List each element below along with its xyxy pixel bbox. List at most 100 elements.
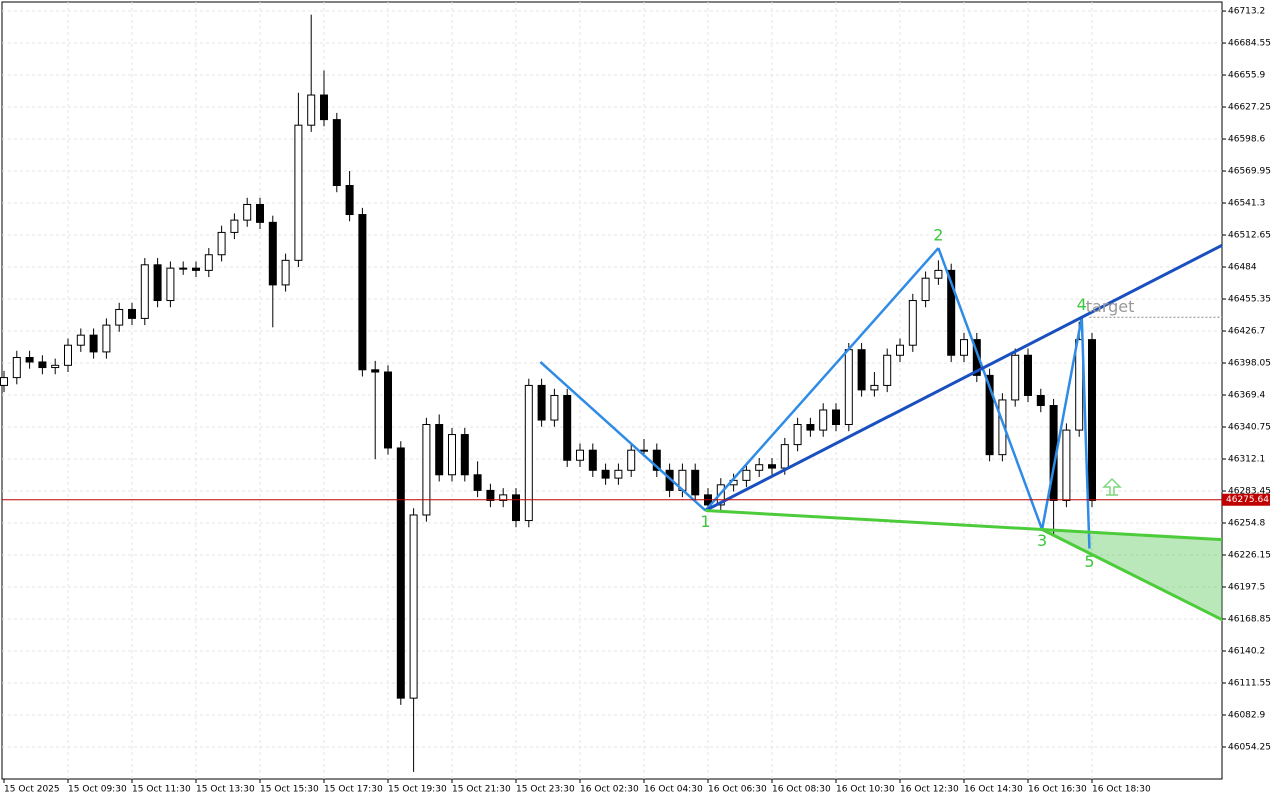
candle-body [985, 374, 994, 456]
pattern: target 1 2 3 4 5 [539, 226, 1224, 622]
candle-body [371, 369, 380, 373]
x-tick-label: 16 Oct 08:30 [772, 785, 831, 795]
candle-body [499, 494, 508, 501]
x-tick-label: 15 Oct 15:30 [260, 785, 319, 795]
candle-body [0, 377, 8, 386]
trend-line [704, 243, 1223, 512]
candle-body [128, 308, 136, 319]
x-tick-label: 16 Oct 02:30 [580, 785, 639, 795]
candle-body [140, 264, 149, 319]
candle-body [793, 424, 802, 446]
candle-body [179, 267, 188, 270]
candle-body [307, 94, 316, 126]
wave-label: 4 [1077, 295, 1087, 314]
y-tick-label: 46054.25 [1228, 743, 1271, 753]
candle-body [972, 339, 981, 376]
candle-body [870, 384, 879, 391]
candle-body [51, 364, 60, 369]
candle-body [524, 384, 533, 522]
candle-body [896, 344, 904, 356]
x-tick-label: 15 Oct 23:30 [516, 785, 575, 795]
wave-line [704, 247, 940, 512]
y-tick-label: 46398.05 [1228, 359, 1271, 369]
y-tick-label: 46140.2 [1228, 647, 1265, 657]
wave-label: 5 [1084, 552, 1094, 571]
candle-body [588, 449, 597, 471]
x-tick-label: 15 Oct 19:30 [388, 785, 447, 795]
axes: 46054.25 46082.9 46111.55 46140.2 46168.85 46… [2, 7, 1271, 795]
y-tick-label: 46627.25 [1228, 103, 1271, 113]
candle-body [883, 354, 892, 386]
candle-body [614, 469, 623, 479]
y-tick-label: 46655.9 [1228, 71, 1265, 81]
candle-body [806, 424, 815, 431]
wave-label: 1 [700, 512, 710, 531]
candle-body [320, 94, 328, 121]
candle-body [486, 489, 495, 501]
candle-body [819, 409, 828, 431]
candle-body [768, 464, 776, 469]
wave-line [539, 361, 707, 512]
projection-line [1041, 528, 1224, 622]
y-tick-label: 46541.3 [1228, 199, 1265, 209]
plot-frame [1, 1, 1223, 780]
x-tick-label: 15 Oct 11:30 [132, 785, 191, 795]
x-tick-label: 16 Oct 18:30 [1092, 785, 1151, 795]
candle-body [576, 449, 584, 461]
y-tick-label: 46254.8 [1228, 519, 1265, 529]
y-tick-label: 46512.65 [1228, 231, 1271, 241]
candle-body [960, 339, 968, 356]
price-label-bg [1222, 493, 1270, 506]
x-tick-label: 16 Oct 12:30 [900, 785, 959, 795]
candle-body [448, 434, 456, 476]
candle-body [947, 269, 956, 356]
candle-body [537, 384, 546, 421]
candle-body [422, 424, 431, 516]
candle-body [1075, 339, 1084, 431]
candle-body [844, 349, 853, 426]
candle-body [755, 464, 764, 471]
candles [0, 14, 1096, 772]
candle-body [332, 119, 341, 187]
x-tick-label: 16 Oct 10:30 [836, 785, 895, 795]
candle-body [1062, 429, 1071, 501]
candle-body [512, 494, 520, 522]
x-tick-label: 15 Oct 13:30 [196, 785, 255, 795]
candle-body [435, 424, 444, 476]
y-tick-label: 46340.75 [1228, 423, 1271, 433]
y-tick-label: 46312.1 [1228, 455, 1265, 465]
candle-body [256, 203, 264, 223]
candle-body [691, 469, 700, 496]
y-tick-label: 46168.85 [1228, 615, 1271, 625]
candle-body [908, 300, 917, 346]
price-label: 46275.64 [1226, 495, 1269, 505]
candle-body [204, 254, 213, 271]
target-label: target [1086, 297, 1135, 316]
candle-body [358, 214, 367, 371]
x-tick-label: 16 Oct 06:30 [708, 785, 767, 795]
candle-body [627, 449, 636, 471]
candle-body [345, 185, 354, 216]
y-tick-label: 46111.55 [1228, 679, 1271, 689]
x-tick-label: 16 Oct 16:30 [1028, 785, 1087, 795]
candle-body [1011, 354, 1020, 401]
y-tick-label: 46455.35 [1228, 295, 1271, 305]
wave-label: 2 [933, 226, 943, 245]
candle-body [230, 219, 239, 233]
candle-body [153, 264, 162, 302]
candle-body [76, 334, 85, 346]
candle-body [934, 269, 943, 279]
candle-body [243, 203, 252, 221]
candle-body [294, 124, 303, 261]
candle-body [832, 409, 840, 426]
y-tick-label: 46082.9 [1228, 711, 1265, 721]
x-tick-label: 15 Oct 09:30 [68, 785, 127, 795]
candle-body [550, 394, 559, 421]
candle-body [217, 231, 226, 256]
candle-body [384, 371, 392, 449]
wave-line [1040, 317, 1083, 530]
support-line [705, 509, 1223, 542]
x-tick-label: 15 Oct 17:30 [324, 785, 383, 795]
